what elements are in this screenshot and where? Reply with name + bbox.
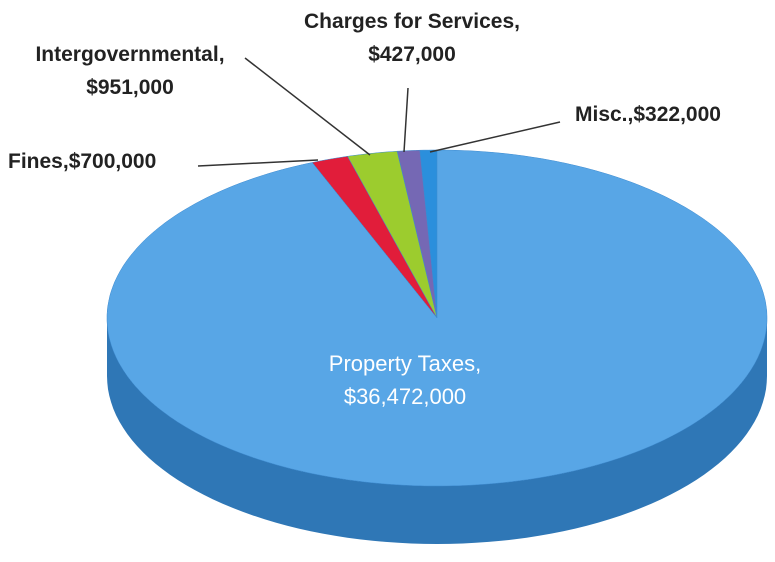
separator: , xyxy=(514,10,520,33)
value-label: $700,000 xyxy=(69,150,157,173)
category-name: Intergovernmental xyxy=(35,43,218,66)
slice xyxy=(311,156,438,319)
slice-side xyxy=(107,318,767,544)
separator: , xyxy=(475,351,481,376)
data-label: Charges for Services, xyxy=(304,10,520,33)
leader-line xyxy=(244,57,371,156)
separator: , xyxy=(63,150,69,173)
data-label: $951,000 xyxy=(86,76,174,99)
data-label: $427,000 xyxy=(368,43,456,66)
separator: , xyxy=(628,103,634,126)
data-label: Property Taxes, xyxy=(329,351,481,376)
value-label: $322,000 xyxy=(633,103,721,126)
leader-line xyxy=(197,159,319,167)
category-name: Property Taxes xyxy=(329,351,475,376)
value-label: $951,000 xyxy=(86,76,174,99)
slice xyxy=(106,149,768,487)
leader-line xyxy=(429,121,561,153)
category-name: Misc. xyxy=(575,103,628,126)
value-label: $36,472,000 xyxy=(344,384,466,409)
leader-line xyxy=(403,87,409,153)
slice xyxy=(347,150,438,319)
value-label: $427,000 xyxy=(368,43,456,66)
category-name: Fines xyxy=(8,150,63,173)
separator: , xyxy=(219,43,225,66)
data-label: Misc.,$322,000 xyxy=(575,103,721,126)
data-label: Intergovernmental, xyxy=(35,43,224,66)
data-label: $36,472,000 xyxy=(344,384,466,409)
data-label: Fines,$700,000 xyxy=(8,150,156,173)
category-name: Charges for Services xyxy=(304,10,514,33)
